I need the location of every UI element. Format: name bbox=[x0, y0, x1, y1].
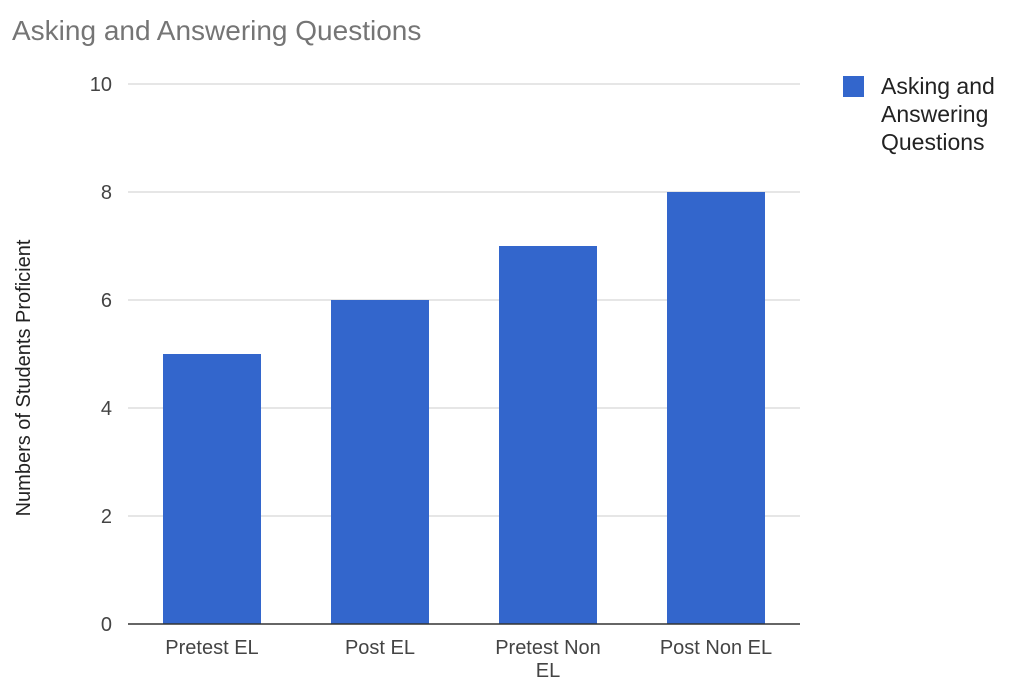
bar-3 bbox=[499, 246, 597, 624]
x-axis-ticks: Pretest EL Post EL Pretest Non EL Post Non E… bbox=[165, 637, 772, 677]
x-tick-label: Post EL bbox=[345, 637, 415, 659]
y-tick-label: 2 bbox=[101, 506, 112, 528]
y-tick-label: 8 bbox=[101, 182, 112, 204]
y-axis-ticks: 0 2 4 6 8 10 bbox=[90, 74, 112, 636]
y-tick-label: 4 bbox=[101, 398, 112, 420]
bar-4 bbox=[667, 192, 765, 624]
x-tick-label: Pretest Non EL bbox=[495, 637, 601, 677]
y-tick-label: 0 bbox=[101, 614, 112, 636]
x-tick-label: Post Non EL bbox=[660, 637, 772, 659]
chart-title: Asking and Answering Questions bbox=[12, 15, 421, 46]
bar-1 bbox=[163, 354, 261, 624]
y-tick-label: 10 bbox=[90, 74, 112, 96]
bars bbox=[163, 192, 765, 624]
legend: Asking and Answering Questions bbox=[843, 73, 995, 155]
y-tick-label: 6 bbox=[101, 290, 112, 312]
legend-swatch bbox=[843, 76, 864, 97]
x-tick-label: Pretest EL bbox=[165, 637, 258, 659]
y-axis-label: Numbers of Students Proficient bbox=[13, 239, 35, 516]
legend-label: Asking and Answering Questions bbox=[881, 73, 995, 155]
bar-2 bbox=[331, 300, 429, 624]
